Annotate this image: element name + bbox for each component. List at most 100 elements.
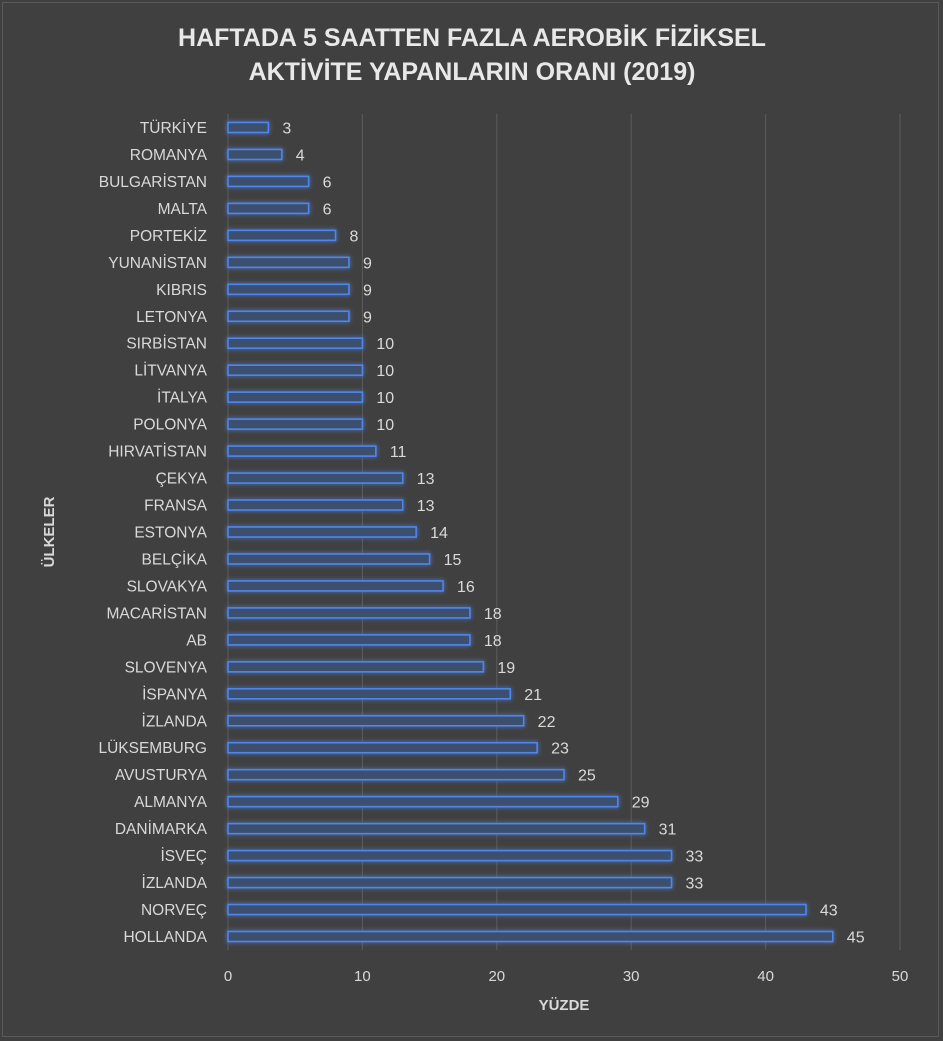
x-tick-label: 10: [354, 968, 371, 985]
value-label: 18: [484, 606, 502, 623]
bar: [227, 175, 310, 188]
bar: [227, 202, 310, 215]
x-tick-label: 50: [892, 968, 909, 985]
bar: [227, 795, 619, 808]
category-label: LÜKSEMBURG: [98, 739, 207, 757]
bar: [227, 822, 646, 835]
grid: [227, 114, 901, 950]
value-label: 23: [551, 741, 569, 758]
y-axis-title: ÜLKELER: [41, 496, 58, 567]
value-label: 31: [659, 822, 677, 839]
bar: [227, 121, 270, 134]
value-label: 6: [323, 174, 332, 191]
value-label: 11: [390, 444, 407, 461]
value-label: 14: [430, 525, 448, 542]
bar: [227, 607, 471, 619]
value-label: 9: [363, 255, 372, 272]
value-label: 10: [376, 417, 394, 434]
value-label: 25: [578, 768, 596, 785]
category-label: ÇEKYA: [156, 471, 208, 488]
category-label: BULGARİSTAN: [99, 173, 207, 191]
bar: [227, 688, 512, 700]
category-label: TÜRKİYE: [140, 119, 207, 137]
bar: [227, 876, 673, 889]
bar: [227, 310, 350, 323]
category-label: SLOVAKYA: [127, 578, 208, 595]
category-label: LETONYA: [136, 309, 208, 326]
x-tick-label: 20: [488, 968, 505, 985]
category-label: ALMANYA: [134, 794, 208, 811]
bar: [227, 526, 417, 538]
bar: [227, 418, 364, 430]
category-label: İSPANYA: [142, 685, 208, 703]
chart-title-line-1: HAFTADA 5 SAATTEN FAZLA AEROBİK FİZİKSEL: [178, 24, 766, 52]
bar: [227, 499, 404, 511]
category-label: BELÇİKA: [142, 550, 208, 568]
value-label: 4: [296, 147, 305, 164]
value-label: 15: [444, 552, 462, 569]
category-label: HOLLANDA: [123, 929, 207, 946]
category-label: İZLANDA: [142, 874, 208, 892]
bar: [227, 283, 350, 296]
value-labels: 3466899910101010111313141516181819212223…: [282, 120, 864, 946]
category-label: HIRVATİSTAN: [108, 443, 207, 461]
value-label: 29: [632, 795, 650, 812]
value-label: 10: [376, 390, 394, 407]
value-label: 13: [417, 471, 435, 488]
category-label: KIBRIS: [156, 282, 207, 299]
x-axis-title: YÜZDE: [539, 997, 590, 1014]
bar: [227, 634, 471, 646]
category-label: YUNANİSTAN: [108, 254, 207, 272]
value-label: 9: [363, 309, 372, 326]
category-label: POLONYA: [133, 417, 207, 434]
category-labels: TÜRKİYE ROMANYA BULGARİSTAN MALTA PORTEKİZ YU…: [98, 119, 207, 946]
x-tick-label: 40: [757, 968, 774, 985]
category-label: AVUSTURYA: [115, 767, 208, 784]
bars: [227, 121, 834, 943]
value-label: 8: [350, 228, 359, 245]
bar: [227, 849, 673, 862]
bar: [227, 930, 834, 943]
value-label: 19: [497, 660, 515, 677]
bar: [227, 364, 364, 376]
value-label: 18: [484, 633, 502, 650]
x-tick-labels: 0 10 20 30 40 50: [224, 968, 909, 985]
category-label: İZLANDA: [142, 712, 208, 730]
bar: [227, 472, 404, 484]
value-label: 33: [686, 849, 704, 866]
x-tick-label: 0: [224, 968, 232, 985]
category-label: LİTVANYA: [134, 362, 207, 380]
category-label: PORTEKİZ: [130, 227, 207, 245]
bar: [227, 661, 485, 673]
category-label: MALTA: [158, 201, 208, 218]
value-label: 9: [363, 282, 372, 299]
value-label: 22: [538, 714, 556, 731]
category-label: ESTONYA: [134, 525, 207, 542]
value-label: 3: [282, 120, 291, 137]
category-label: MACARİSTAN: [107, 604, 207, 622]
value-label: 16: [457, 579, 475, 596]
bar: [227, 148, 283, 161]
category-label: SIRBİSTAN: [126, 335, 207, 353]
category-label: AB: [186, 632, 207, 649]
bar: [227, 445, 377, 457]
category-label: İSVEÇ: [160, 847, 207, 865]
value-label: 45: [847, 930, 865, 947]
bar: [227, 553, 431, 565]
category-label: DANİMARKA: [115, 820, 208, 838]
value-label: 33: [686, 876, 704, 893]
value-label: 13: [417, 498, 435, 515]
category-label: SLOVENYA: [125, 659, 208, 676]
x-tick-label: 30: [623, 968, 640, 985]
bar: [227, 580, 444, 592]
bar: [227, 741, 538, 754]
category-label: NORVEÇ: [141, 902, 207, 919]
value-label: 21: [524, 687, 542, 704]
bar: [227, 337, 364, 350]
value-label: 6: [323, 201, 332, 218]
value-label: 10: [376, 363, 394, 380]
bar: [227, 229, 337, 242]
category-label: ROMANYA: [130, 147, 208, 164]
category-label: FRANSA: [144, 498, 208, 515]
